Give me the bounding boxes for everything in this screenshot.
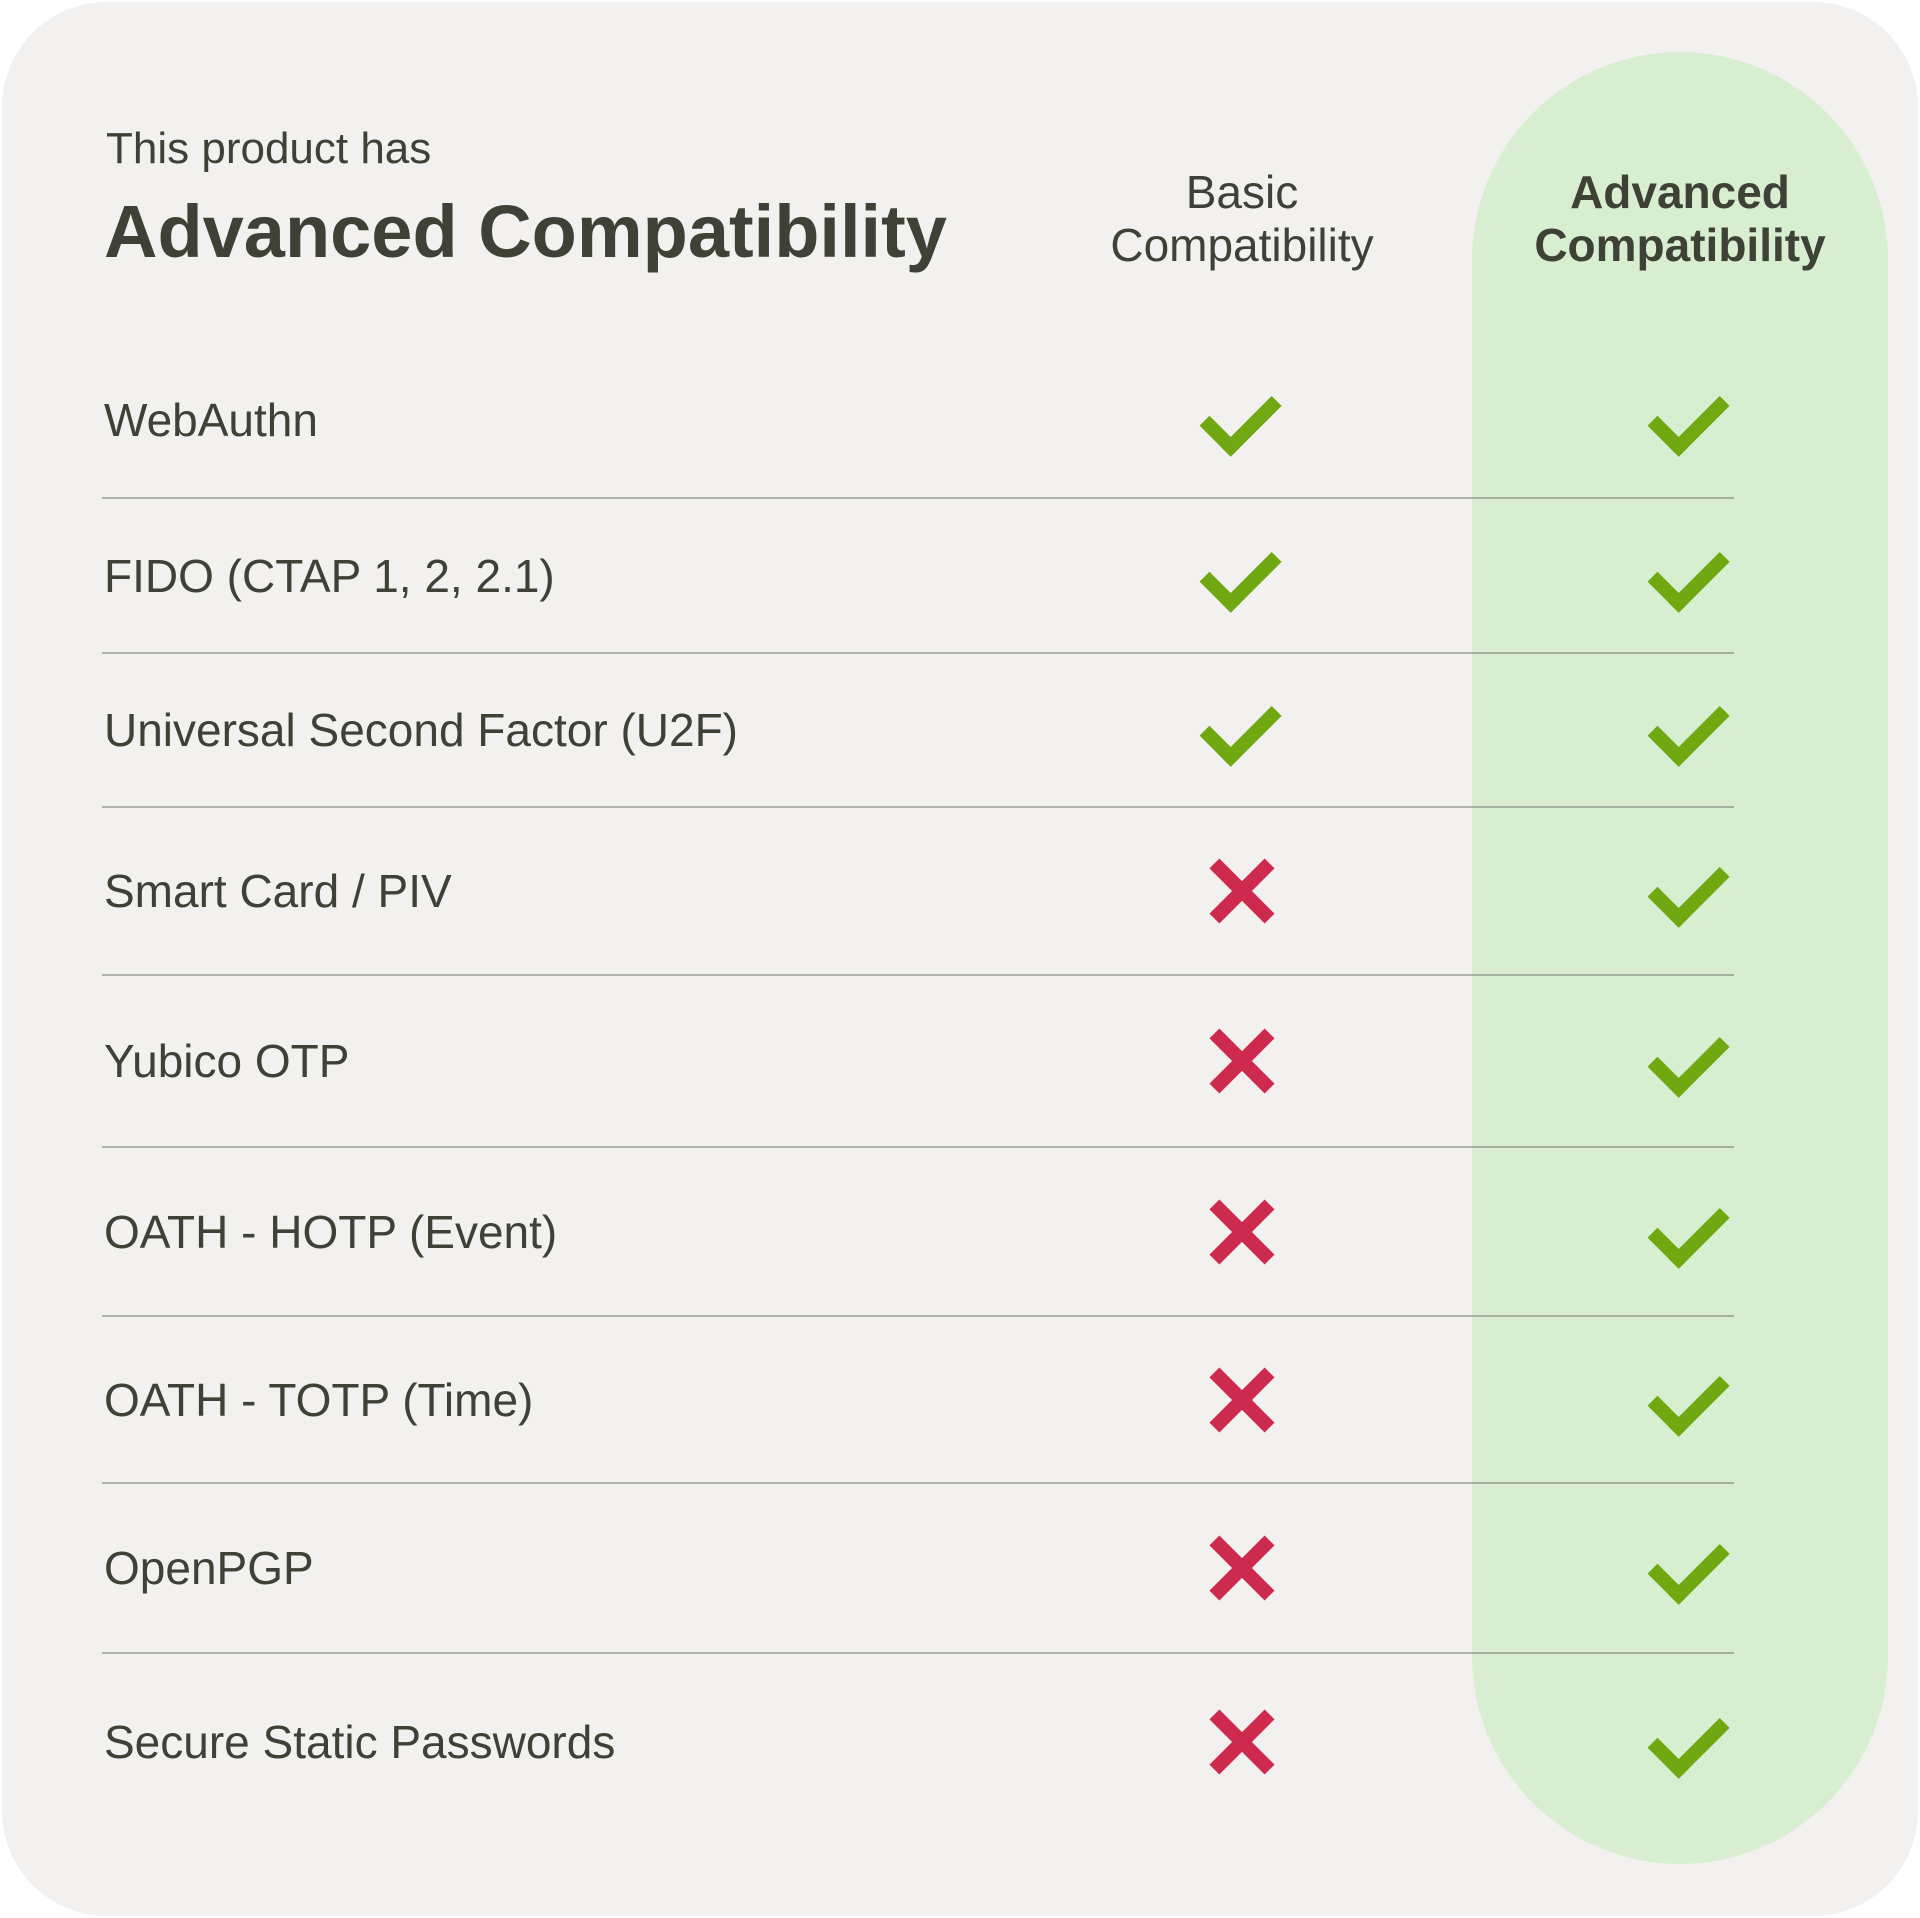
cross-icon bbox=[1202, 1360, 1282, 1440]
row-label: OATH - HOTP (Event) bbox=[104, 1205, 558, 1258]
title-eyebrow: This product has bbox=[106, 124, 432, 173]
column-header-advanced: Advanced Compatibility bbox=[1534, 166, 1826, 271]
advanced-cell bbox=[1558, 342, 1822, 498]
basic-cell bbox=[1110, 1316, 1374, 1483]
advanced-cell bbox=[1558, 1147, 1822, 1316]
cross-icon bbox=[1202, 1528, 1282, 1608]
check-icon bbox=[1650, 380, 1730, 460]
check-icon bbox=[1202, 380, 1282, 460]
advanced-cell bbox=[1558, 1653, 1822, 1830]
cross-icon bbox=[1202, 1021, 1282, 1101]
table-row: Universal Second Factor (U2F) bbox=[0, 653, 1920, 807]
row-divider bbox=[102, 1482, 1734, 1484]
table-row: Secure Static Passwords bbox=[0, 1653, 1920, 1830]
advanced-cell bbox=[1558, 498, 1822, 653]
row-label: Secure Static Passwords bbox=[104, 1715, 616, 1768]
row-divider bbox=[102, 652, 1734, 654]
check-icon bbox=[1650, 1021, 1730, 1101]
advanced-cell bbox=[1558, 1483, 1822, 1653]
basic-cell bbox=[1110, 498, 1374, 653]
cross-icon bbox=[1202, 1702, 1282, 1782]
table-row: OpenPGP bbox=[0, 1483, 1920, 1653]
row-label: Smart Card / PIV bbox=[104, 865, 452, 917]
check-icon bbox=[1650, 536, 1730, 616]
advanced-cell bbox=[1558, 807, 1822, 975]
table-row: FIDO (CTAP 1, 2, 2.1) bbox=[0, 498, 1920, 653]
page-title: Advanced Compatibility bbox=[104, 190, 947, 273]
row-divider bbox=[102, 1146, 1734, 1148]
check-icon bbox=[1202, 690, 1282, 770]
check-icon bbox=[1650, 851, 1730, 931]
column-header-basic: Basic Compatibility bbox=[1110, 166, 1374, 271]
row-divider bbox=[102, 806, 1734, 808]
check-icon bbox=[1650, 1360, 1730, 1440]
row-label: OATH - TOTP (Time) bbox=[104, 1373, 534, 1426]
advanced-cell bbox=[1558, 653, 1822, 807]
cross-icon bbox=[1202, 1192, 1282, 1272]
table-row: WebAuthn bbox=[0, 342, 1920, 498]
basic-cell bbox=[1110, 653, 1374, 807]
row-label: Yubico OTP bbox=[104, 1035, 350, 1087]
basic-cell bbox=[1110, 807, 1374, 975]
basic-cell bbox=[1110, 975, 1374, 1147]
row-divider bbox=[102, 497, 1734, 499]
advanced-cell bbox=[1558, 975, 1822, 1147]
row-label: OpenPGP bbox=[104, 1542, 314, 1594]
row-label: WebAuthn bbox=[104, 394, 318, 446]
check-icon bbox=[1650, 1192, 1730, 1272]
advanced-cell bbox=[1558, 1316, 1822, 1483]
basic-cell bbox=[1110, 1483, 1374, 1653]
table-row: OATH - TOTP (Time) bbox=[0, 1316, 1920, 1483]
table-row: OATH - HOTP (Event) bbox=[0, 1147, 1920, 1316]
check-icon bbox=[1650, 1702, 1730, 1782]
row-divider bbox=[102, 1652, 1734, 1654]
row-label: Universal Second Factor (U2F) bbox=[104, 704, 738, 756]
row-divider bbox=[102, 1315, 1734, 1317]
cross-icon bbox=[1202, 851, 1282, 931]
basic-cell bbox=[1110, 1653, 1374, 1830]
check-icon bbox=[1650, 1528, 1730, 1608]
basic-cell bbox=[1110, 342, 1374, 498]
check-icon bbox=[1650, 690, 1730, 770]
check-icon bbox=[1202, 536, 1282, 616]
table-row: Smart Card / PIV bbox=[0, 807, 1920, 975]
basic-cell bbox=[1110, 1147, 1374, 1316]
table-row: Yubico OTP bbox=[0, 975, 1920, 1147]
row-label: FIDO (CTAP 1, 2, 2.1) bbox=[104, 549, 555, 602]
row-divider bbox=[102, 974, 1734, 976]
